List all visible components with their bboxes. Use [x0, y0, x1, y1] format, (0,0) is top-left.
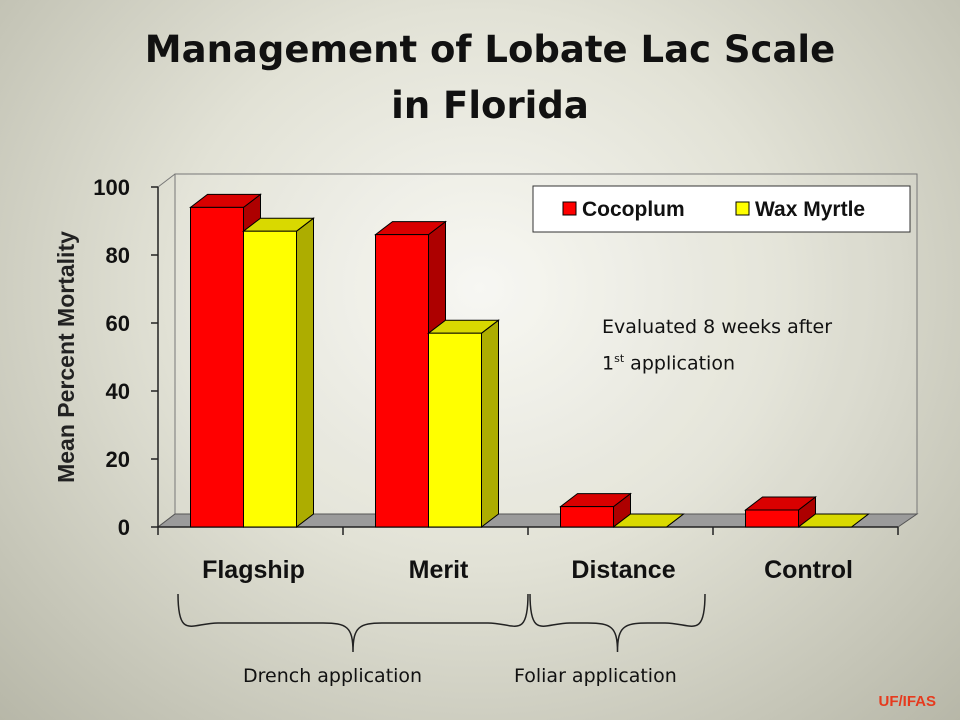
- y-tick-label: 80: [106, 243, 130, 268]
- evaluation-note-line-2: 1st application: [602, 352, 735, 375]
- chart-title: Management of Lobate Lac Scale in Florid…: [0, 22, 960, 134]
- brace-foliar-application: [529, 593, 706, 653]
- x-tick-label: Distance: [571, 556, 675, 584]
- y-tick-label: 60: [106, 311, 130, 336]
- bar-side-wax-myrtle-merit: [481, 319, 499, 529]
- brace-drench-application: [177, 593, 529, 653]
- footer-logo-text: UF/IFAS: [878, 693, 936, 710]
- title-line-2: in Florida: [391, 84, 589, 127]
- bar-side-wax-myrtle-flagship: [296, 217, 314, 529]
- evaluation-note: Evaluated 8 weeks after 1st application: [602, 312, 832, 379]
- legend-box: [532, 185, 911, 233]
- bar-wax-myrtle-merit: [428, 332, 482, 528]
- evaluation-note-line-1: Evaluated 8 weeks after: [602, 316, 833, 338]
- legend-swatch-cocoplum: [562, 201, 577, 216]
- bar-cocoplum-control: [745, 509, 799, 528]
- y-tick-label: 0: [118, 515, 130, 540]
- legend-label-cocoplum: Cocoplum: [582, 198, 685, 221]
- bar-cocoplum-flagship: [190, 206, 244, 528]
- x-tick-label: Merit: [409, 556, 469, 584]
- bar-wax-myrtle-flagship: [243, 230, 297, 528]
- plot-wall-edge-top: [157, 173, 176, 188]
- x-tick-label: Control: [764, 556, 853, 584]
- legend-label-wax-myrtle: Wax Myrtle: [755, 198, 865, 221]
- y-tick-label: 20: [106, 447, 130, 472]
- title-line-1: Management of Lobate Lac Scale: [144, 28, 836, 71]
- bar-top-wax-myrtle-distance: [612, 513, 685, 528]
- bar-cocoplum-distance: [560, 506, 614, 528]
- y-tick-label: 100: [93, 175, 130, 200]
- bar-top-wax-myrtle-control: [797, 513, 870, 528]
- legend-swatch-wax-myrtle: [735, 201, 750, 216]
- group-label-drench: Drench application: [243, 665, 423, 687]
- bar-cocoplum-merit: [375, 234, 429, 528]
- y-axis-label: Mean Percent Mortality: [53, 231, 79, 483]
- x-tick-label: Flagship: [202, 556, 305, 584]
- group-label-foliar: Foliar application: [514, 665, 677, 687]
- y-tick-label: 40: [106, 379, 130, 404]
